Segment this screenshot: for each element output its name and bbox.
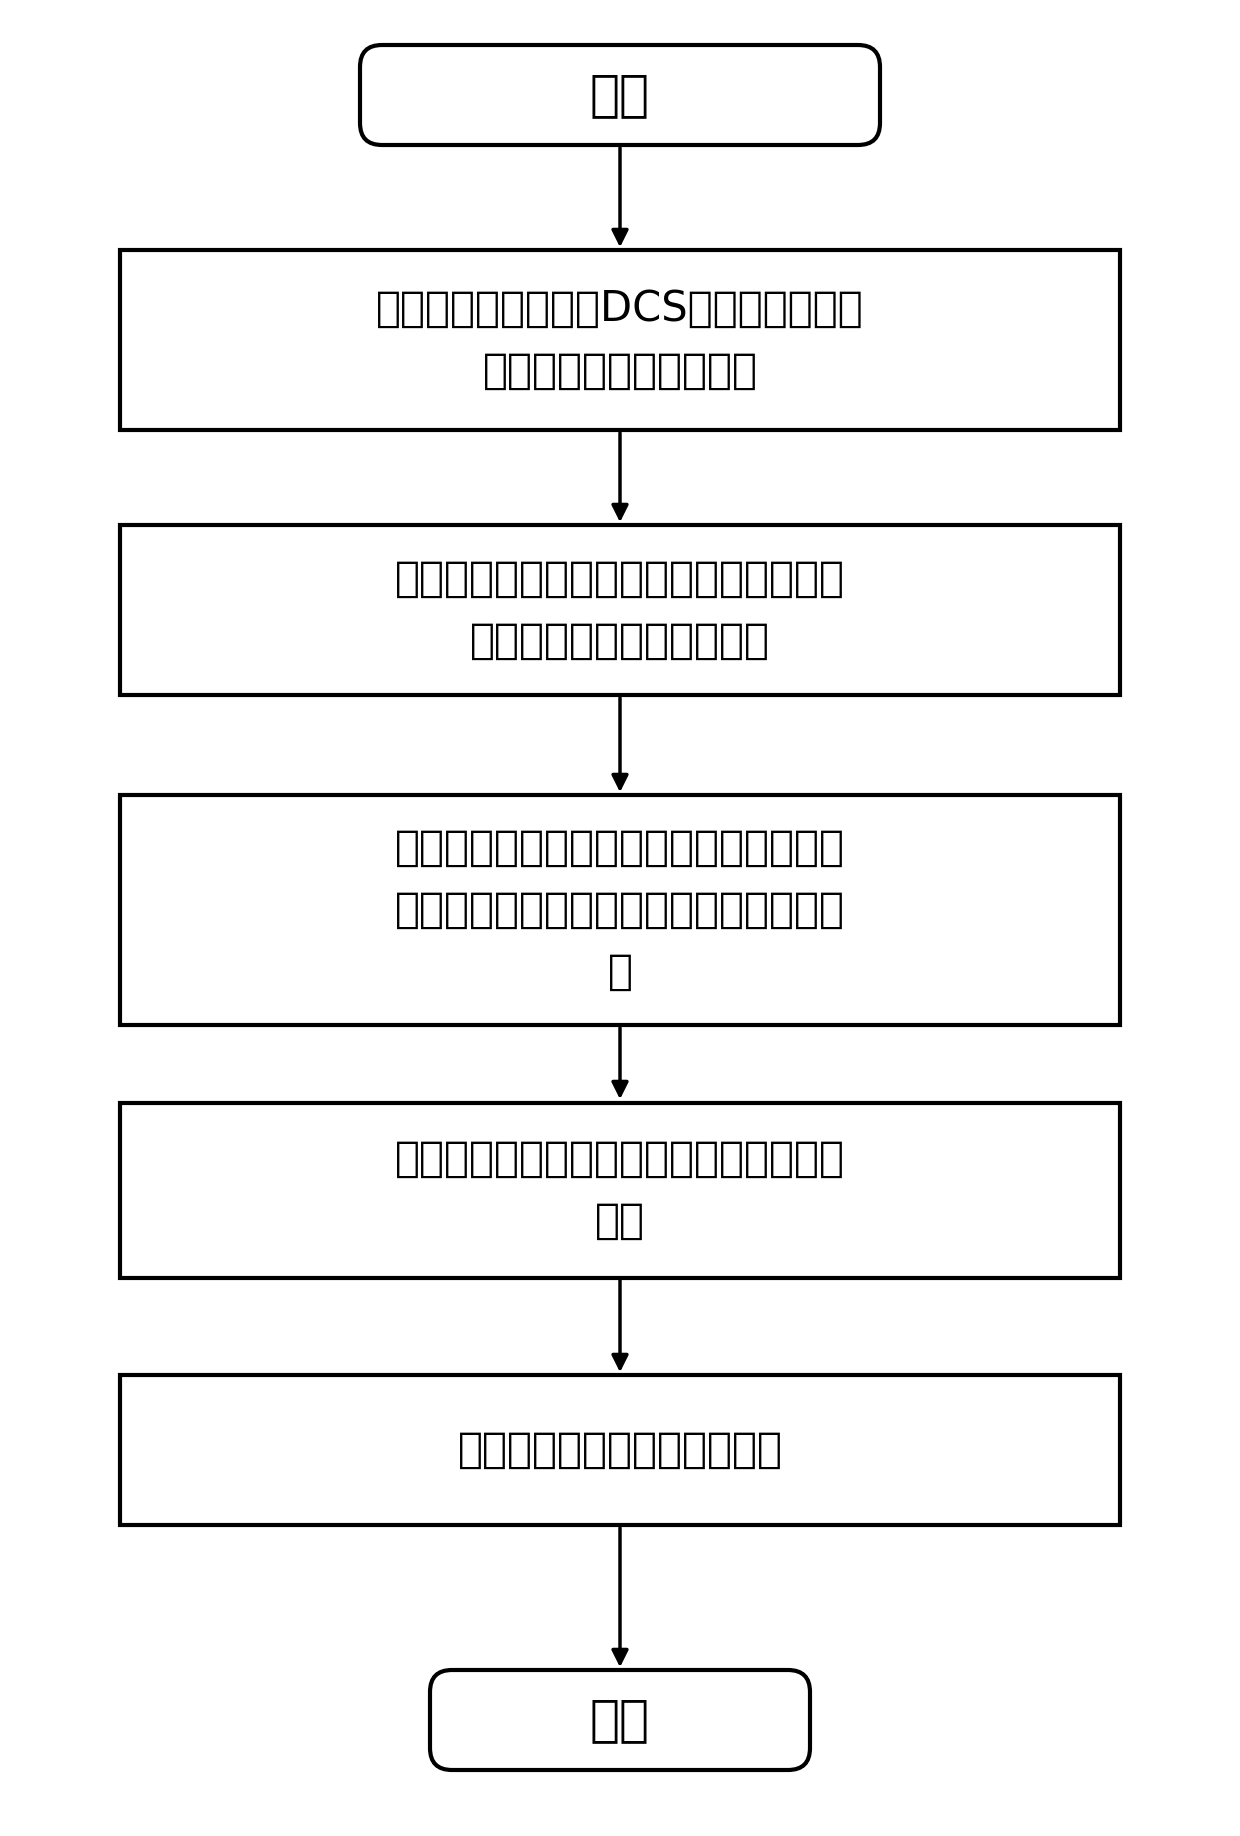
FancyBboxPatch shape [360,46,880,145]
Text: 求出机组的最大负荷升降速率: 求出机组的最大负荷升降速率 [458,1428,782,1471]
Bar [120,795,1120,1024]
Text: 设定窗口长度，采用滑动窗口的形式，计
算窗口内负荷数据的标准差: 设定窗口长度，采用滑动窗口的形式，计 算窗口内负荷数据的标准差 [396,558,844,663]
Bar [120,1375,1120,1526]
Bar [120,525,1120,696]
Text: 结束: 结束 [590,1696,650,1744]
Bar [120,250,1120,430]
FancyBboxPatch shape [430,1671,810,1770]
Text: 统计所求的标准差，找出其分布规律，得
到区分稳态过程与非稳态过程的标准差阈
值: 统计所求的标准差，找出其分布规律，得 到区分稳态过程与非稳态过程的标准差阈 值 [396,828,844,993]
Text: 确定负荷非稳态过程的起止时刻以及持续
时间: 确定负荷非稳态过程的起止时刻以及持续 时间 [396,1138,844,1241]
Bar [120,1102,1120,1278]
Text: 从电站集散控制系统DCS中读取以单位时
间为间隔的连续负荷数据: 从电站集散控制系统DCS中读取以单位时 间为间隔的连续负荷数据 [376,288,864,391]
Text: 开始: 开始 [590,72,650,119]
